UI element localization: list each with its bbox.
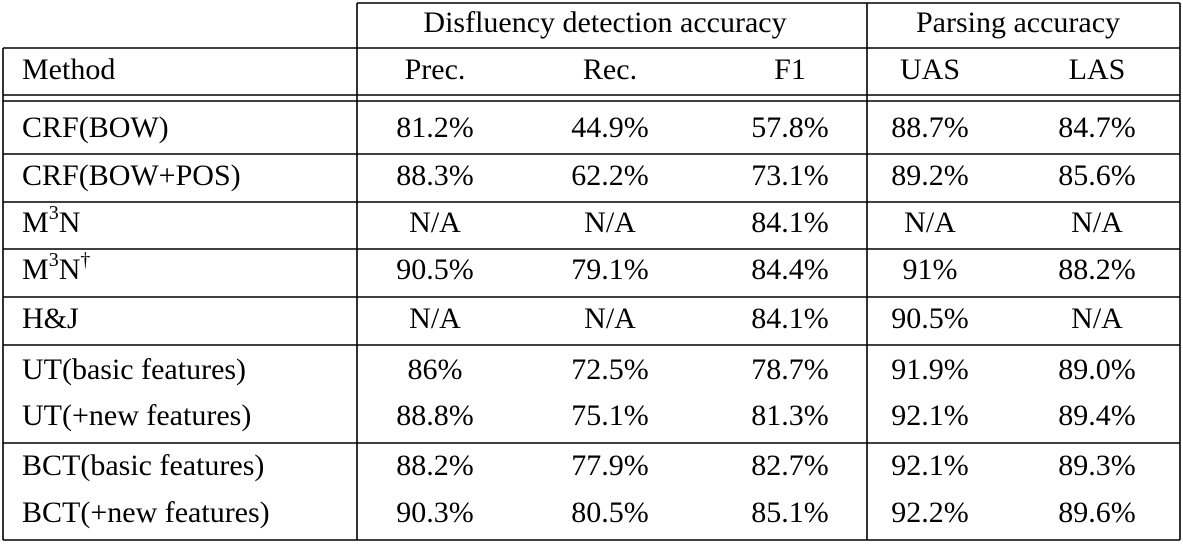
cell: 92.2% [891,496,969,529]
cell: 92.1% [891,399,969,432]
cell: 57.8% [751,111,829,144]
method-text: UT(+new features) [22,399,251,432]
superscript: † [80,249,90,271]
group-header: Parsing accuracy [916,6,1120,39]
method-text: CRF(BOW) [22,111,169,144]
cell: N/A [1071,206,1123,239]
cell: N/A [409,206,461,239]
cell: 89.4% [1058,399,1136,432]
method-label: BCT(basic features) [22,449,264,482]
cell: 84.7% [1058,111,1136,144]
cell: 88.7% [891,111,969,144]
cell: 89.2% [891,159,969,192]
cell: 62.2% [571,159,649,192]
cell: 88.2% [396,449,474,482]
method-label: UT(basic features) [22,353,246,386]
method-text: UT(basic features) [22,353,246,386]
cell: 89.0% [1058,353,1136,386]
cell: 91.9% [891,353,969,386]
cell: 89.3% [1058,449,1136,482]
method-text: BCT(+new features) [22,496,270,529]
cell: 75.1% [571,399,649,432]
cell: 88.3% [396,159,474,192]
cell: N/A [1071,302,1123,335]
cell: 80.5% [571,496,649,529]
superscript: 3 [49,249,59,271]
cell: 90.5% [396,253,474,286]
method-text: M [22,206,49,239]
cell: 81.2% [396,111,474,144]
cell: 44.9% [571,111,649,144]
cell: 84.1% [751,206,829,239]
group-header: Disfluency detection accuracy [423,6,786,39]
method-label: CRF(BOW+POS) [22,159,241,192]
column-header: F1 [774,53,806,86]
cell: 90.3% [396,496,474,529]
method-label: UT(+new features) [22,399,251,432]
method-label: BCT(+new features) [22,496,270,529]
method-text: N [59,253,81,286]
cell: N/A [409,302,461,335]
column-header: Rec. [583,53,637,86]
cell: 77.9% [571,449,649,482]
method-text: M [22,253,49,286]
column-header: Prec. [405,53,466,86]
cell: 90.5% [891,302,969,335]
cell: 82.7% [751,449,829,482]
cell: 78.7% [751,353,829,386]
column-header: LAS [1069,53,1126,86]
cell: 85.1% [751,496,829,529]
method-text: CRF(BOW+POS) [22,159,241,192]
cell: 81.3% [751,399,829,432]
cell: 86% [408,353,463,386]
cell: 91% [903,253,958,286]
cell: N/A [584,206,636,239]
cell: 84.4% [751,253,829,286]
cell: 79.1% [571,253,649,286]
column-header: UAS [900,53,960,86]
cell: 88.2% [1058,253,1136,286]
method-label: CRF(BOW) [22,111,169,144]
cell: 88.8% [396,399,474,432]
cell: 89.6% [1058,496,1136,529]
method-label: H&J [22,302,79,335]
method-label: M3N [22,202,80,239]
superscript: 3 [49,202,59,224]
method-text: H&J [22,302,79,335]
cell: 92.1% [891,449,969,482]
cell: N/A [904,206,956,239]
column-header: Method [22,53,115,86]
cell: 85.6% [1058,159,1136,192]
cell: 73.1% [751,159,829,192]
cell: 72.5% [571,353,649,386]
method-label: M3N† [22,249,90,286]
cell: N/A [584,302,636,335]
method-text: N [59,206,81,239]
method-text: BCT(basic features) [22,449,264,482]
cell: 84.1% [751,302,829,335]
